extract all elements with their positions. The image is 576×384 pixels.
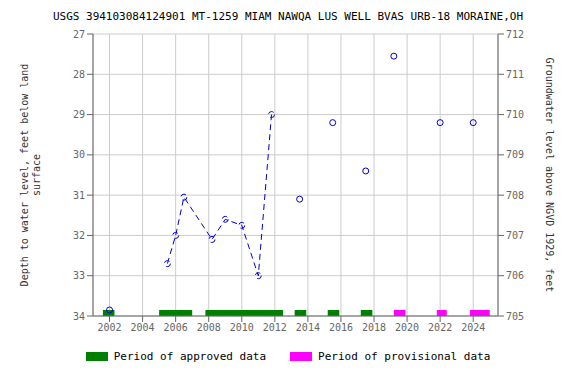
svg-text:709: 709	[506, 149, 524, 160]
svg-text:2010: 2010	[230, 322, 254, 333]
svg-text:32: 32	[73, 230, 85, 241]
svg-text:Depth to water level, feet bel: Depth to water level, feet below landsur…	[19, 64, 42, 287]
svg-text:705: 705	[506, 311, 524, 322]
svg-text:2016: 2016	[329, 322, 353, 333]
svg-text:2004: 2004	[131, 322, 155, 333]
svg-text:2008: 2008	[197, 322, 221, 333]
svg-text:710: 710	[506, 109, 524, 120]
svg-text:2002: 2002	[97, 322, 121, 333]
svg-text:711: 711	[506, 69, 524, 80]
svg-text:30: 30	[73, 149, 85, 160]
html-text:Period of approved data: Period of approved data	[113, 349, 267, 363]
svg-text:31: 31	[73, 190, 85, 201]
svg-text:2024: 2024	[461, 322, 485, 333]
svg-text:708: 708	[506, 190, 524, 201]
svg-text:Groundwater level above NGVD 1: Groundwater level above NGVD 1929, feet	[544, 58, 555, 293]
svg-text:2020: 2020	[395, 322, 419, 333]
svg-text:2006: 2006	[164, 322, 188, 333]
svg-text:28: 28	[73, 69, 85, 80]
svg-text:2018: 2018	[362, 322, 386, 333]
html-text:Period of provisional data: Period of provisional data	[318, 349, 491, 363]
svg-text:27: 27	[73, 29, 85, 40]
svg-text:712: 712	[506, 29, 524, 40]
svg-text:29: 29	[73, 109, 85, 120]
html-text:USGS 394103084124901 MT-1259 M: USGS 394103084124901 MT-1259 MIAM NAWQA …	[52, 10, 524, 23]
svg-text:34: 34	[73, 311, 85, 322]
svg-text:2012: 2012	[263, 322, 287, 333]
svg-text:2022: 2022	[428, 322, 452, 333]
svg-text:707: 707	[506, 230, 524, 241]
svg-text:33: 33	[73, 270, 85, 281]
svg-text:706: 706	[506, 270, 524, 281]
svg-text:2014: 2014	[296, 322, 320, 333]
